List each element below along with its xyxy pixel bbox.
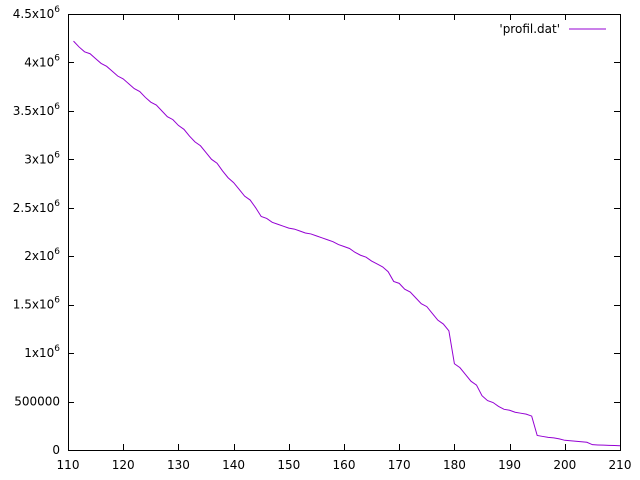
legend-label: 'profil.dat' xyxy=(499,22,560,36)
y-tick-mantissa: 1x10 xyxy=(24,346,54,360)
legend: 'profil.dat' xyxy=(499,22,606,36)
plot-frame xyxy=(68,14,621,451)
y-tick-label: 500000 xyxy=(14,395,60,409)
series-layer xyxy=(73,40,621,447)
x-axis: 110 120 130 140 150 160 170 180 190 200 210 xyxy=(57,14,632,472)
y-tick-exponent: 6 xyxy=(54,296,60,306)
x-tick-label: 180 xyxy=(443,458,466,472)
y-tick-label: 2x106 xyxy=(24,247,60,263)
x-tick-label: 110 xyxy=(57,458,80,472)
x-tick-label: 120 xyxy=(112,458,135,472)
x-tick-label: 170 xyxy=(388,458,411,472)
y-tick-exponent: 6 xyxy=(54,247,60,257)
y-tick-mantissa: 2.5x10 xyxy=(13,201,54,215)
y-tick-label: 1x106 xyxy=(24,344,60,360)
y-tick-mantissa: 2x10 xyxy=(24,249,54,263)
y-tick-mantissa: 3x10 xyxy=(24,152,54,166)
y-tick-label: 3x106 xyxy=(24,150,60,166)
x-tick-label: 210 xyxy=(609,458,632,472)
series-line xyxy=(73,40,621,447)
y-tick-mantissa: 1.5x10 xyxy=(13,298,54,312)
x-tick-label: 140 xyxy=(222,458,245,472)
y-tick-exponent: 6 xyxy=(54,344,60,354)
x-tick-label: 150 xyxy=(277,458,300,472)
x-tick-label: 130 xyxy=(167,458,190,472)
y-tick-mantissa: 4.5x10 xyxy=(13,7,54,21)
y-tick-mantissa: 3.5x10 xyxy=(13,104,54,118)
y-tick-exponent: 6 xyxy=(54,53,60,63)
y-tick-label: 1.5x106 xyxy=(13,296,60,312)
y-tick-label: 4.5x106 xyxy=(13,5,60,21)
x-tick-label: 200 xyxy=(553,458,576,472)
x-tick-label: 160 xyxy=(333,458,356,472)
y-tick-exponent: 6 xyxy=(54,5,60,15)
y-tick-label: 0 xyxy=(52,443,60,457)
y-axis: 05000001x1061.5x1062x1062.5x1063x1063.5x… xyxy=(13,5,620,457)
y-tick-exponent: 6 xyxy=(54,102,60,112)
y-tick-exponent: 6 xyxy=(54,199,60,209)
y-tick-mantissa: 4x10 xyxy=(24,55,54,69)
y-tick-label: 2.5x106 xyxy=(13,199,60,215)
y-tick-label: 3.5x106 xyxy=(13,102,60,118)
x-tick-label: 190 xyxy=(498,458,521,472)
y-tick-label: 4x106 xyxy=(24,53,60,69)
y-tick-exponent: 6 xyxy=(54,150,60,160)
